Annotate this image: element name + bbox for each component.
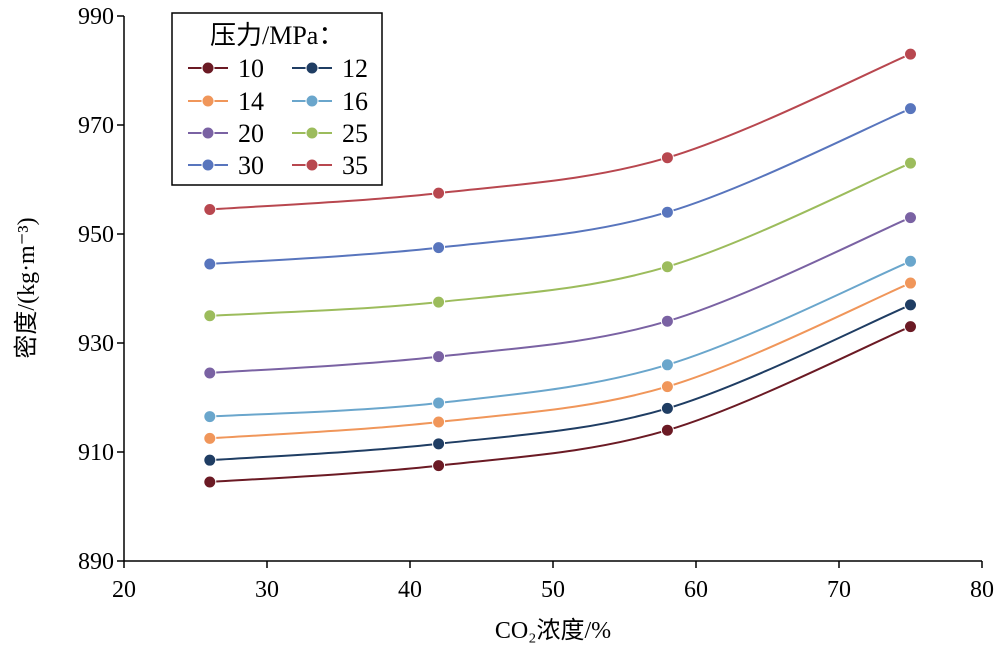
- data-point: [660, 380, 674, 394]
- data-point: [660, 151, 674, 165]
- legend-marker: [305, 126, 319, 140]
- data-point: [660, 205, 674, 219]
- y-tick-label: 910: [78, 440, 114, 466]
- y-tick-label: 890: [78, 549, 114, 575]
- data-point: [203, 410, 217, 424]
- legend-label: 16: [342, 87, 368, 116]
- series-35: [203, 47, 917, 216]
- data-point: [432, 396, 446, 410]
- legend-label: 20: [238, 119, 264, 148]
- legend-label: 30: [238, 151, 264, 180]
- data-point: [904, 254, 917, 268]
- y-tick-label: 930: [78, 331, 114, 357]
- series-line: [209, 216, 911, 374]
- legend-marker: [305, 158, 319, 172]
- x-axis-title: CO₂浓度/%: [495, 617, 611, 644]
- legend-marker: [201, 158, 215, 172]
- legend-title: 压力/MPa：: [210, 21, 344, 50]
- data-point: [904, 47, 917, 61]
- data-point: [660, 423, 674, 437]
- series-12: [203, 298, 917, 467]
- series-10: [203, 320, 917, 489]
- legend-entry: 12: [292, 54, 368, 83]
- data-point: [432, 241, 446, 255]
- legend-label: 25: [342, 119, 368, 148]
- data-point: [904, 320, 917, 334]
- series-30: [203, 102, 917, 271]
- x-tick-label: 20: [112, 577, 136, 603]
- data-point: [203, 257, 217, 271]
- series-line: [209, 53, 911, 211]
- series-line: [209, 303, 911, 462]
- data-point: [203, 309, 217, 323]
- legend-entry: 25: [292, 119, 368, 148]
- legend-entry: 20: [188, 119, 264, 148]
- legend-marker: [305, 94, 319, 108]
- legend-entry: 14: [188, 87, 264, 116]
- data-point: [904, 276, 917, 290]
- data-point: [432, 186, 446, 200]
- axes: 890 910 930 950 970 990 20 30 40 50 60 70 80: [78, 4, 994, 603]
- series-line: [209, 260, 911, 418]
- data-point: [203, 453, 217, 467]
- legend-marker: [201, 126, 215, 140]
- legend-entry: 16: [292, 87, 368, 116]
- x-tick-label: 30: [255, 577, 279, 603]
- data-point: [432, 415, 446, 429]
- data-point: [660, 358, 674, 372]
- series-line: [209, 162, 911, 317]
- series-line: [209, 282, 911, 440]
- series-line: [209, 325, 911, 483]
- data-point: [904, 211, 917, 225]
- legend-marker: [201, 94, 215, 108]
- legend-entry: 10: [188, 54, 264, 83]
- data-point: [432, 350, 446, 364]
- legend: 压力/MPa： 10 12 14 16 20 25 30 35: [171, 12, 383, 186]
- data-point: [904, 102, 917, 116]
- legend-entry: 30: [188, 151, 264, 180]
- series-layer: [203, 47, 917, 489]
- legend-marker: [201, 61, 215, 75]
- series-20: [203, 211, 917, 380]
- legend-label: 35: [342, 151, 368, 180]
- legend-marker: [305, 61, 319, 75]
- x-tick-label: 50: [541, 577, 565, 603]
- data-point: [203, 202, 217, 216]
- x-tick-label: 70: [827, 577, 851, 603]
- legend-entry: 35: [292, 151, 368, 180]
- series-14: [203, 276, 917, 445]
- data-point: [660, 314, 674, 328]
- data-point: [203, 475, 217, 489]
- legend-label: 10: [238, 54, 264, 83]
- x-tick-label: 40: [398, 577, 422, 603]
- data-point: [660, 260, 674, 274]
- legend-label: 14: [238, 87, 264, 116]
- data-point: [203, 431, 217, 445]
- data-point: [660, 401, 674, 415]
- y-tick-label: 950: [78, 222, 114, 248]
- data-point: [904, 298, 917, 312]
- y-tick-label: 970: [78, 113, 114, 139]
- series-line: [209, 107, 911, 265]
- data-point: [432, 295, 446, 309]
- x-tick-label: 80: [970, 577, 994, 603]
- data-point: [904, 156, 917, 170]
- x-tick-label: 60: [684, 577, 708, 603]
- y-axis-title: 密度/(kg·m⁻³): [13, 217, 40, 358]
- y-tick-label: 990: [78, 4, 114, 30]
- series-16: [203, 254, 917, 424]
- series-25: [203, 156, 917, 323]
- data-point: [432, 437, 446, 451]
- data-point: [432, 459, 446, 473]
- data-point: [203, 366, 217, 380]
- legend-label: 12: [342, 54, 368, 83]
